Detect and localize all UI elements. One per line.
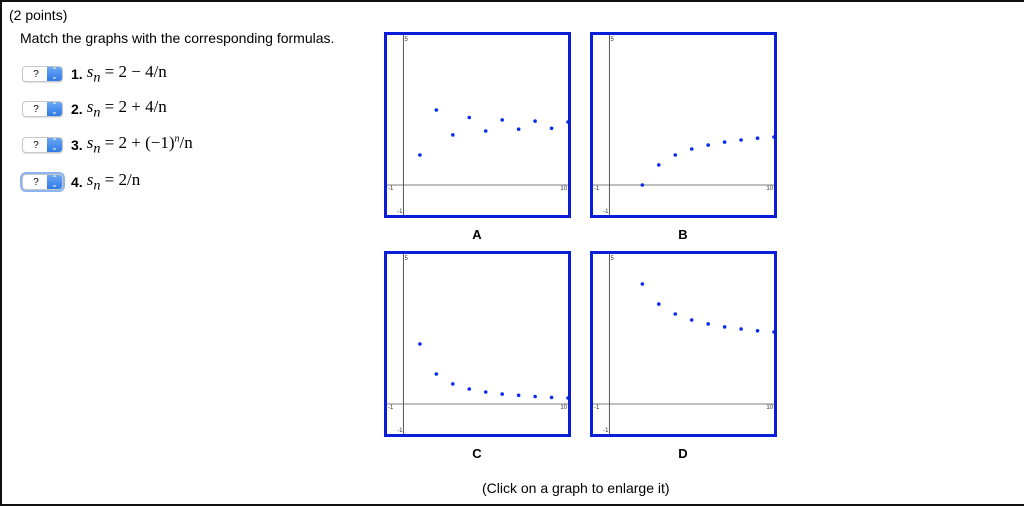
graph-c[interactable]: 5 -1 -1 10 xyxy=(384,251,571,437)
graph-label-d: D xyxy=(678,446,688,461)
svg-text:-1: -1 xyxy=(603,428,609,434)
answer-select-4[interactable]: ? ⌃ ⌄ xyxy=(22,174,63,190)
formula-number: 3. xyxy=(71,137,83,153)
instruction-text: Match the graphs with the corresponding … xyxy=(20,30,335,46)
graph-d-plot: 5 -1 -1 10 xyxy=(593,254,774,434)
svg-text:10: 10 xyxy=(766,405,773,411)
formula-number: 2. xyxy=(71,101,83,117)
graph-b[interactable]: 5 -1 -1 10 xyxy=(590,32,777,218)
answer-select-1[interactable]: ? ⌃ ⌄ xyxy=(22,66,63,82)
graph-label-c: C xyxy=(472,446,482,461)
svg-text:-1: -1 xyxy=(388,186,394,192)
formula-row-4: ? ⌃ ⌄ 4. sn = 2/n xyxy=(22,169,141,194)
formula-text: sn = 2 − 4/n xyxy=(86,61,167,86)
formula-text: sn = 2/n xyxy=(86,169,141,194)
select-value: ? xyxy=(33,68,39,80)
svg-text:-1: -1 xyxy=(388,405,394,411)
graph-label-a: A xyxy=(472,227,482,242)
formula-row-2: ? ⌃ ⌄ 2. sn = 2 + 4/n xyxy=(22,96,167,121)
answer-select-3[interactable]: ? ⌃ ⌄ xyxy=(22,137,63,153)
formula-number: 4. xyxy=(71,174,83,190)
graph-d[interactable]: 5 -1 -1 10 xyxy=(590,251,777,437)
formula-row-1: ? ⌃ ⌄ 1. sn = 2 − 4/n xyxy=(22,61,167,86)
formula-number: 1. xyxy=(71,66,83,82)
select-value: ? xyxy=(33,103,39,115)
answer-select-2[interactable]: ? ⌃ ⌄ xyxy=(22,101,63,117)
formula-text: sn = 2 + 4/n xyxy=(86,96,167,121)
formula-row-3: ? ⌃ ⌄ 3. sn = 2 + (−1)n/n xyxy=(22,132,193,157)
chevron-updown-icon: ⌃ ⌄ xyxy=(47,102,62,116)
svg-text:5: 5 xyxy=(610,37,614,43)
chevron-updown-icon: ⌃ ⌄ xyxy=(47,67,62,81)
svg-text:-1: -1 xyxy=(397,209,403,215)
graph-a-plot: 5 -1 -1 10 xyxy=(387,35,568,215)
svg-text:10: 10 xyxy=(560,405,567,411)
graph-label-b: B xyxy=(678,227,688,242)
svg-text:10: 10 xyxy=(766,186,773,192)
enlarge-hint: (Click on a graph to enlarge it) xyxy=(482,480,670,496)
svg-text:-1: -1 xyxy=(397,428,403,434)
select-value: ? xyxy=(33,176,39,188)
svg-text:5: 5 xyxy=(404,37,408,43)
svg-text:5: 5 xyxy=(610,256,614,262)
select-value: ? xyxy=(33,139,39,151)
svg-text:-1: -1 xyxy=(594,405,600,411)
points-label: (2 points) xyxy=(9,7,68,23)
graph-b-plot: 5 -1 -1 10 xyxy=(593,35,774,215)
graph-a[interactable]: 5 -1 -1 10 xyxy=(384,32,571,218)
formula-text: sn = 2 + (−1)n/n xyxy=(86,132,193,157)
svg-text:10: 10 xyxy=(560,186,567,192)
svg-text:-1: -1 xyxy=(594,186,600,192)
svg-text:5: 5 xyxy=(404,256,408,262)
chevron-updown-icon: ⌃ ⌄ xyxy=(47,175,62,189)
svg-text:-1: -1 xyxy=(603,209,609,215)
chevron-updown-icon: ⌃ ⌄ xyxy=(47,138,62,152)
graph-c-plot: 5 -1 -1 10 xyxy=(387,254,568,434)
